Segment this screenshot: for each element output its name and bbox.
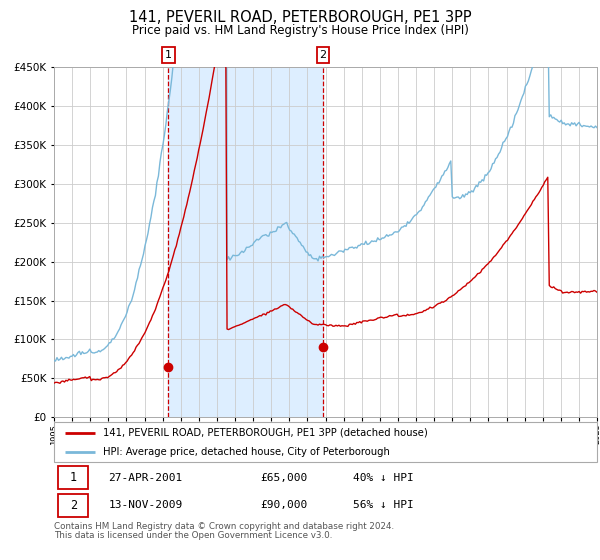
Text: 40% ↓ HPI: 40% ↓ HPI [353, 473, 413, 483]
Bar [58, 466, 88, 489]
Bar [169, 67, 323, 417]
Text: 1: 1 [165, 50, 172, 60]
Text: 141, PEVERIL ROAD, PETERBOROUGH, PE1 3PP (detached house): 141, PEVERIL ROAD, PETERBOROUGH, PE1 3PP… [103, 428, 428, 438]
Text: 56% ↓ HPI: 56% ↓ HPI [353, 500, 413, 510]
Text: HPI: Average price, detached house, City of Peterborough: HPI: Average price, detached house, City… [103, 447, 390, 457]
Text: £65,000: £65,000 [260, 473, 308, 483]
Text: 1: 1 [70, 471, 77, 484]
Text: 27-APR-2001: 27-APR-2001 [109, 473, 182, 483]
Text: 2: 2 [70, 499, 77, 512]
Text: 141, PEVERIL ROAD, PETERBOROUGH, PE1 3PP: 141, PEVERIL ROAD, PETERBOROUGH, PE1 3PP [128, 10, 472, 25]
Bar [58, 493, 88, 517]
Text: 13-NOV-2009: 13-NOV-2009 [109, 500, 182, 510]
Text: Contains HM Land Registry data © Crown copyright and database right 2024.: Contains HM Land Registry data © Crown c… [54, 522, 394, 531]
Text: £90,000: £90,000 [260, 500, 308, 510]
Text: This data is licensed under the Open Government Licence v3.0.: This data is licensed under the Open Gov… [54, 531, 332, 540]
Text: 2: 2 [320, 50, 327, 60]
Text: Price paid vs. HM Land Registry's House Price Index (HPI): Price paid vs. HM Land Registry's House … [131, 24, 469, 36]
